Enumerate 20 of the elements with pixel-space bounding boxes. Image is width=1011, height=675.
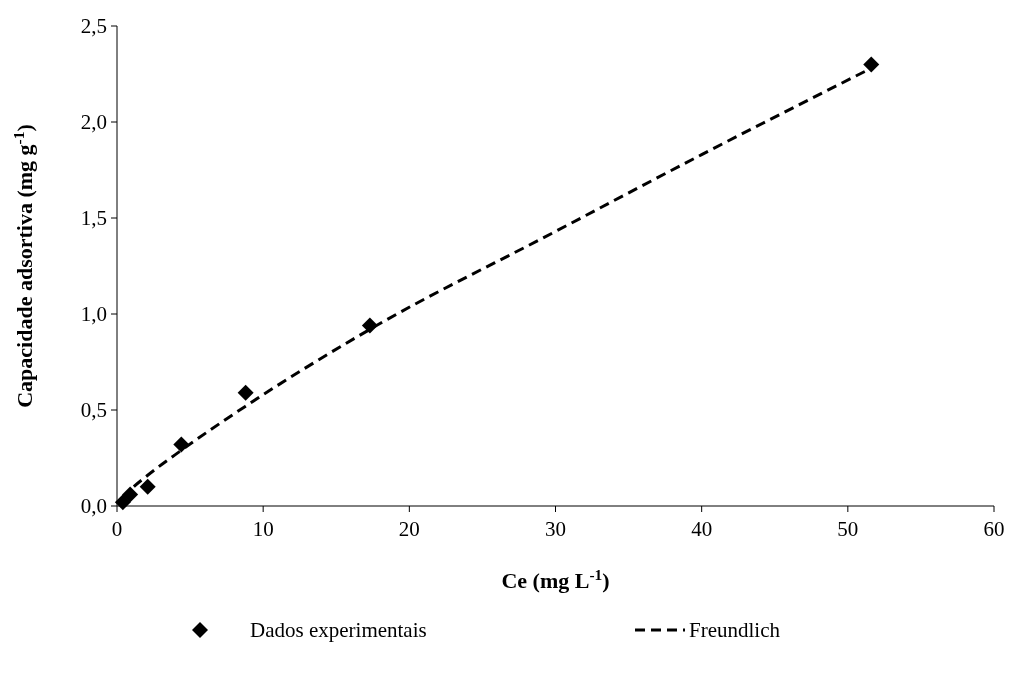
x-tick-label: 30	[545, 517, 566, 541]
point	[237, 384, 254, 401]
y-tick-label: 1,5	[80, 206, 107, 230]
x-tick-label: 0	[111, 517, 123, 541]
y-tick-label: 0,0	[80, 494, 107, 518]
point	[139, 478, 156, 495]
x-tick-label: 20	[398, 517, 420, 541]
x-tick-label: 10	[252, 517, 274, 541]
point	[173, 436, 190, 453]
x-tick-label: 50	[837, 517, 859, 541]
y-tick-label: 0,5	[80, 398, 107, 422]
legend-label: Dados experimentais	[250, 618, 427, 642]
y-tick-label: 2,5	[80, 14, 107, 38]
y-tick-label: 1,0	[80, 302, 107, 326]
y-tick-label: 2,0	[80, 110, 107, 134]
x-axis-title: Ce (mg L$^{-1}$)	[501, 565, 610, 593]
legend-label: Freundlich	[689, 618, 781, 642]
x-tick-label: 40	[691, 517, 713, 541]
x-tick-label: 60	[983, 517, 1005, 541]
point	[863, 56, 880, 73]
